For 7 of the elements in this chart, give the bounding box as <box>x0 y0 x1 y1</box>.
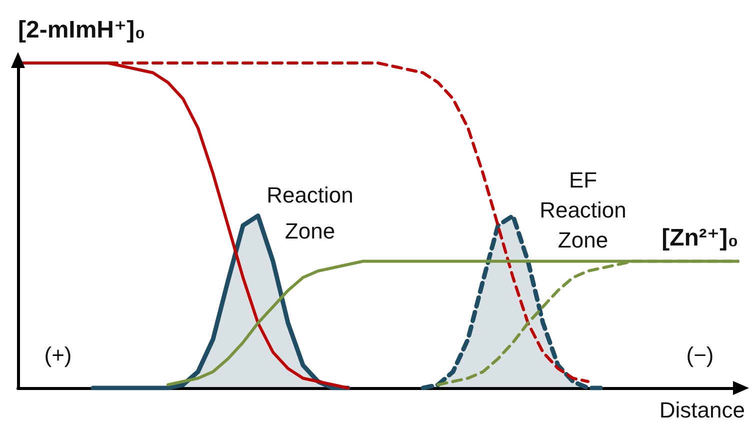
annotation: (−) <box>686 342 714 368</box>
annotation: (+) <box>44 342 72 368</box>
annotation: Reaction Zone <box>266 182 354 244</box>
y-axis-title: [2-mImH⁺]₀ <box>18 16 146 44</box>
annotation: [Zn²⁺]₀ <box>662 224 738 252</box>
x-axis-title: Distance <box>659 398 745 422</box>
annotation: EF Reaction Zone <box>540 168 626 252</box>
